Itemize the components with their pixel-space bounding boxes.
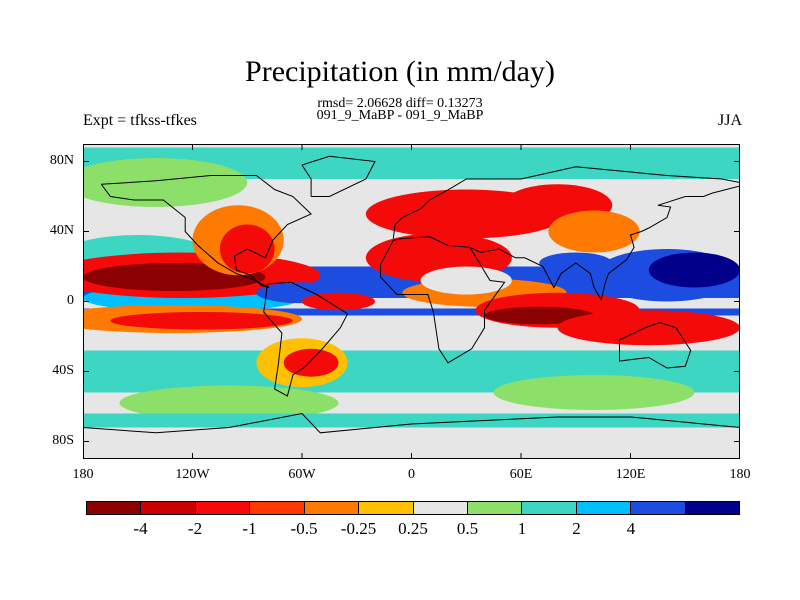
colorbar-label-0: -4 [133, 519, 148, 538]
colorbar-cell-10 [631, 502, 686, 514]
precip-region-26 [557, 310, 740, 346]
colorbar-cell-4 [304, 502, 360, 514]
lon-label-2: 60W [288, 467, 316, 482]
plot-subtitle: 091_9_MaBP - 091_9_MaBP [316, 108, 484, 123]
lon-label-3: 0 [408, 467, 415, 482]
coastline-2 [380, 236, 506, 364]
precip-region-1 [83, 308, 740, 316]
lat-label-3: 40S [52, 362, 74, 378]
colorbar-cell-11 [685, 502, 740, 514]
precip-region-28 [420, 266, 512, 295]
precip-region-4 [83, 158, 248, 207]
lon-label-4: 60E [509, 467, 533, 482]
season-label: JJA [717, 112, 742, 129]
colorbar-label-2: -1 [242, 519, 257, 538]
colorbar-cell-9 [576, 502, 632, 514]
coastline-6 [301, 155, 376, 197]
colorbar-label-6: 0.5 [456, 519, 479, 538]
colorbar-label-7: 1 [517, 519, 527, 538]
colorbar-label-1: -2 [187, 519, 203, 538]
coastline-0 [100, 175, 312, 288]
experiment-label: Expt = tfkss-tfkes [83, 112, 197, 129]
colorbar-label-4: -0.25 [340, 519, 377, 538]
stats-line: rmsd= 2.06628 diff= 0.13273 [317, 96, 483, 111]
coastline-1 [263, 281, 349, 397]
coastline-4 [469, 185, 740, 302]
precip-region-16 [283, 348, 339, 377]
map-panel [83, 144, 740, 459]
colorbar-label-8: 2 [572, 519, 581, 538]
coastline-5 [619, 321, 692, 369]
colorbar-cell-8 [522, 502, 577, 514]
precip-region-23 [484, 306, 594, 325]
coastline-7 [83, 412, 740, 434]
colorbar-cell-0 [87, 502, 142, 514]
precip-region-29 [493, 375, 695, 410]
colorbar-cell-5 [359, 502, 414, 514]
lat-label-0: 80N [49, 152, 74, 168]
colorbar-cell-6 [413, 502, 468, 514]
precipitation-map [83, 144, 740, 459]
colorbar-cell-7 [467, 502, 523, 514]
lon-label-5: 120E [615, 467, 646, 482]
colorbar-cell-1 [141, 502, 196, 514]
plot-title: Precipitation (in mm/day) [245, 55, 555, 88]
colorbar-cell-2 [195, 502, 251, 514]
precip-region-25 [648, 252, 740, 288]
precip-region-20 [548, 210, 640, 253]
lon-label-1: 120W [175, 467, 210, 482]
colorbar-label-3: -0.5 [290, 519, 318, 538]
colorbar [86, 501, 740, 515]
colorbar-cell-3 [250, 502, 305, 514]
lat-label-2: 0 [67, 292, 74, 308]
colorbar-label-9: 4 [626, 519, 636, 538]
coastline-3 [392, 166, 740, 239]
precip-region-12 [110, 312, 293, 330]
lat-label-1: 40N [49, 222, 74, 238]
lon-label-6: 180 [729, 467, 751, 482]
lon-label-0: 180 [72, 467, 94, 482]
lat-label-4: 80S [52, 432, 74, 448]
colorbar-label-5: 0.25 [398, 519, 428, 538]
